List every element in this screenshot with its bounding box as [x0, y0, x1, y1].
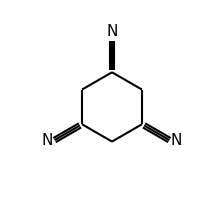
Text: N: N: [171, 133, 182, 148]
Text: N: N: [42, 133, 53, 148]
Text: N: N: [106, 24, 118, 39]
